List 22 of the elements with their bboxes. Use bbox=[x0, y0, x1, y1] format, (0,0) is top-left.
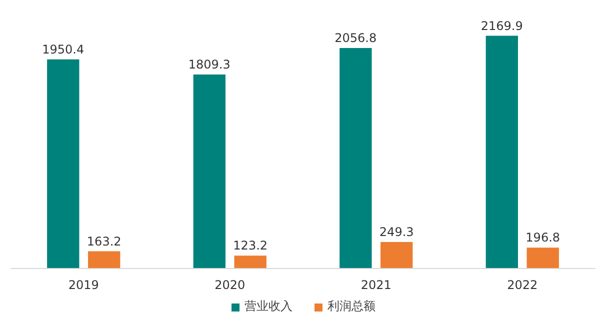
bar bbox=[380, 242, 413, 269]
data-label: 249.3 bbox=[379, 225, 414, 240]
x-tick-label: 2019 bbox=[68, 278, 99, 292]
bar bbox=[47, 59, 80, 269]
legend-label: 利润总额 bbox=[328, 298, 376, 315]
data-label: 1809.3 bbox=[188, 58, 230, 72]
data-label: 1950.4 bbox=[42, 42, 84, 56]
bar bbox=[193, 74, 226, 269]
data-label: 196.8 bbox=[526, 230, 560, 245]
bar bbox=[526, 248, 559, 269]
x-tick-label: 2021 bbox=[360, 278, 392, 292]
bar bbox=[234, 256, 266, 269]
x-tick-label: 2022 bbox=[507, 278, 538, 292]
bar bbox=[340, 48, 372, 269]
data-label: 2056.8 bbox=[334, 30, 377, 45]
x-tick-label: 2020 bbox=[214, 278, 246, 292]
legend-label: 营业收入 bbox=[244, 298, 292, 315]
bar bbox=[486, 36, 518, 269]
bar bbox=[88, 251, 120, 269]
data-label: 163.2 bbox=[86, 234, 122, 248]
data-label: 2169.9 bbox=[480, 18, 523, 33]
data-label: 123.2 bbox=[233, 238, 268, 253]
